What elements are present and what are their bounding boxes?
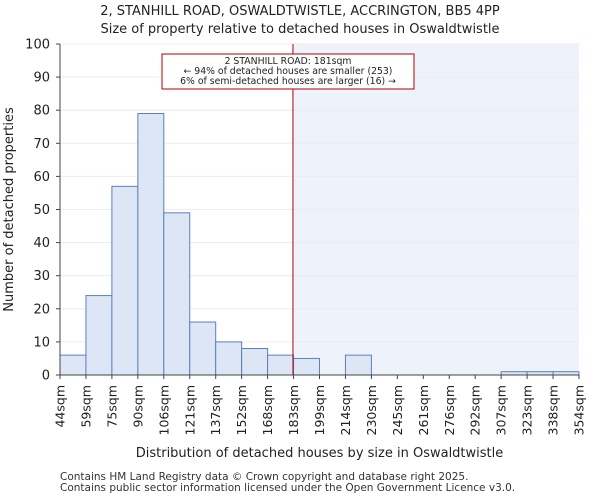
x-tick-label-5: 121sqm — [182, 385, 197, 435]
x-tick-label-13: 245sqm — [390, 385, 405, 435]
x-tick-label-1: 59sqm — [78, 385, 93, 428]
y-tick-label-0: 0 — [42, 369, 50, 384]
bars — [59, 113, 580, 376]
bar-168sqm — [267, 354, 295, 376]
bar-44sqm — [59, 354, 87, 376]
y-tick-label-2: 20 — [33, 302, 50, 317]
y-axis-ticks: 0 10 20 30 40 50 60 70 80 90 100 — [25, 38, 60, 384]
footer-line-2: Contains public sector information licen… — [60, 482, 516, 494]
x-tick-label-2: 75sqm — [104, 385, 119, 428]
bar-75sqm — [111, 185, 139, 376]
bar-137sqm — [215, 341, 243, 376]
y-tick-label-3: 30 — [33, 269, 50, 284]
x-tick-label-15: 276sqm — [442, 385, 457, 435]
title-line-2: Size of property relative to detached ho… — [100, 22, 500, 37]
annotation-box — [161, 53, 415, 90]
footer-attribution: Contains HM Land Registry data © Crown c… — [60, 472, 515, 494]
title-line-1: 2, STANHILL ROAD, OSWALDTWISTLE, ACCRING… — [100, 4, 500, 19]
x-tick-label-9: 183sqm — [286, 385, 301, 435]
x-tick-label-6: 137sqm — [208, 385, 223, 435]
footer-line-1: Contains HM Land Registry data © Crown c… — [60, 471, 469, 483]
bar-152sqm — [241, 348, 269, 376]
annotation-line-3: 6% of semi-detached houses are larger (1… — [180, 76, 396, 87]
annotation-line-2: ← 94% of detached houses are smaller (25… — [184, 66, 393, 77]
x-tick-label-3: 90sqm — [130, 385, 145, 428]
x-axis-label: Distribution of detached houses by size … — [136, 446, 504, 461]
x-tick-label-4: 106sqm — [156, 385, 171, 435]
x-tick-label-17: 307sqm — [494, 385, 509, 435]
x-tick-label-8: 168sqm — [260, 385, 275, 435]
annotation-line-1: 2 STANHILL ROAD: 181sqm — [225, 56, 352, 67]
x-tick-label-18: 323sqm — [520, 385, 535, 435]
x-tick-label-7: 152sqm — [234, 385, 249, 435]
y-tick-label-8: 80 — [33, 104, 50, 119]
y-tick-label-4: 40 — [33, 236, 50, 251]
x-tick-label-10: 199sqm — [312, 385, 327, 435]
y-axis-label: Number of detached properties — [2, 107, 17, 312]
y-tick-label-6: 60 — [33, 170, 50, 185]
bar-90sqm — [137, 113, 165, 376]
bar-chart: 2 STANHILL ROAD: 181sqm ← 94% of detache… — [2, 38, 587, 462]
x-axis-ticks: 44sqm 59sqm 75sqm 90sqm 106sqm 121sqm 137sqm 15… — [53, 375, 587, 435]
x-tick-label-19: 338sqm — [546, 385, 561, 435]
bar-183sqm — [293, 357, 320, 376]
chart-title: 2, STANHILL ROAD, OSWALDTWISTLE, ACCRING… — [0, 3, 600, 39]
bar-121sqm — [189, 321, 217, 376]
x-tick-label-12: 230sqm — [364, 385, 379, 435]
y-tick-label-1: 10 — [33, 335, 50, 350]
bar-59sqm — [85, 295, 113, 376]
x-tick-label-11: 214sqm — [338, 385, 353, 435]
x-tick-label-0: 44sqm — [53, 385, 68, 428]
x-tick-label-16: 292sqm — [468, 385, 483, 435]
y-tick-label-10: 100 — [25, 38, 50, 53]
x-tick-label-20: 354sqm — [572, 385, 587, 435]
bar-214sqm — [344, 354, 372, 376]
y-tick-label-7: 70 — [33, 137, 50, 152]
x-tick-label-14: 261sqm — [416, 385, 431, 435]
y-tick-label-9: 90 — [33, 71, 50, 86]
bar-106sqm — [163, 212, 191, 376]
y-tick-label-5: 50 — [33, 203, 50, 218]
